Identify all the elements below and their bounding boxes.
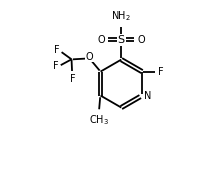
- Text: O: O: [137, 35, 145, 45]
- Text: F: F: [54, 45, 59, 56]
- Text: CH$_3$: CH$_3$: [89, 113, 109, 127]
- Text: O: O: [98, 35, 105, 45]
- Text: O: O: [86, 52, 93, 62]
- Text: NH$_2$: NH$_2$: [111, 10, 131, 23]
- Text: F: F: [69, 74, 75, 84]
- Text: N: N: [144, 90, 151, 101]
- Text: S: S: [118, 35, 125, 45]
- Text: F: F: [158, 67, 164, 77]
- Text: F: F: [53, 61, 58, 71]
